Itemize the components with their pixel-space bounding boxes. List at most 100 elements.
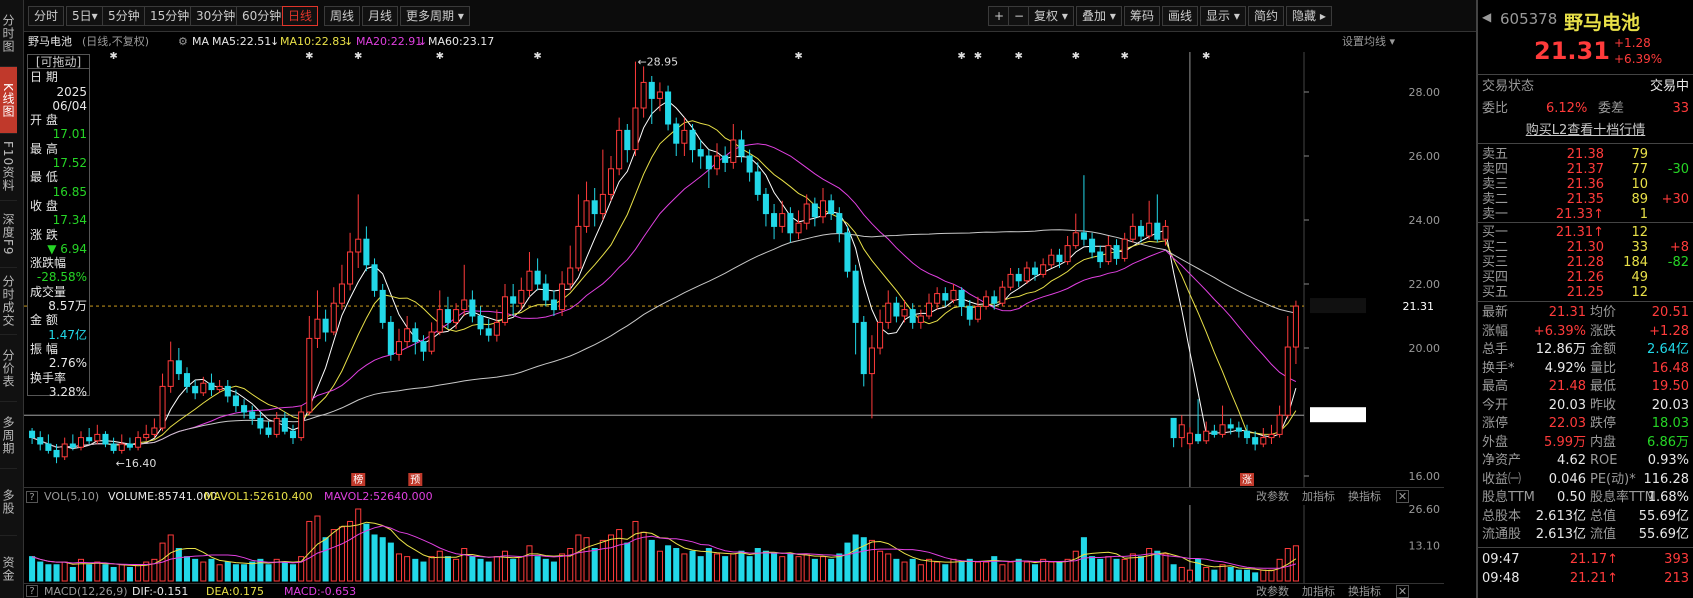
volume-bar[interactable]	[518, 556, 525, 582]
tool-button[interactable]: 显示 ▾	[1200, 6, 1246, 26]
candle[interactable]	[1186, 427, 1193, 449]
period-button[interactable]: 60分钟	[236, 6, 288, 26]
candle[interactable]	[395, 328, 403, 361]
change-params-button[interactable]: 改参数	[1256, 490, 1289, 503]
candle[interactable]	[37, 431, 44, 451]
candle[interactable]	[363, 226, 370, 272]
volume-bar[interactable]	[803, 553, 810, 582]
volume-bar[interactable]	[387, 542, 394, 582]
period-button[interactable]: 15分钟	[144, 6, 196, 26]
candle[interactable]	[819, 188, 827, 224]
volume-bar[interactable]	[1276, 558, 1283, 582]
period-button[interactable]: 月线	[362, 6, 399, 26]
candle[interactable]	[355, 194, 362, 268]
volume-bar[interactable]	[583, 537, 590, 582]
candle[interactable]	[1105, 236, 1112, 265]
volume-bar[interactable]	[94, 561, 101, 582]
candle[interactable]	[599, 149, 606, 220]
candle[interactable]	[143, 424, 150, 441]
candle[interactable]	[730, 124, 737, 169]
candle[interactable]	[607, 156, 615, 201]
volume-bar[interactable]	[77, 558, 85, 582]
volume-bar[interactable]	[934, 561, 941, 582]
volume-bar[interactable]	[1268, 569, 1275, 582]
forecast-tag-box[interactable]	[408, 473, 423, 486]
candle[interactable]	[444, 296, 451, 329]
candle[interactable]	[787, 207, 794, 243]
candle[interactable]	[118, 434, 125, 454]
volume-bar[interactable]	[1178, 566, 1185, 582]
chart-mode-label[interactable]: (日线,不复权)	[82, 35, 150, 48]
candle[interactable]	[901, 300, 908, 323]
volume-bar[interactable]	[118, 564, 125, 582]
tool-button[interactable]: +	[988, 6, 1011, 26]
tool-button[interactable]: 筹码	[1124, 6, 1161, 26]
volume-bar[interactable]	[925, 558, 933, 582]
candle[interactable]	[518, 277, 525, 310]
candle[interactable]	[126, 437, 133, 451]
volume-bar[interactable]	[909, 558, 916, 582]
volume-bar[interactable]	[974, 561, 981, 582]
data-panel[interactable]: [可拖动] 日 期 2025 06/04 开 盘 17.01 最 高 17.52 最 低 16.8…	[27, 54, 90, 399]
nav-item[interactable]: F10资料	[0, 134, 17, 201]
event-marker[interactable]: ✱	[1014, 52, 1022, 62]
switch-indicator-button[interactable]: 换指标	[1348, 490, 1381, 503]
candle[interactable]	[249, 405, 256, 425]
volume-bar[interactable]	[208, 558, 215, 582]
volume-bar[interactable]	[371, 534, 378, 582]
volume-bar[interactable]	[1292, 545, 1299, 582]
nav-item[interactable]: 多股	[0, 469, 17, 536]
candle[interactable]	[1015, 268, 1022, 288]
volume-bar[interactable]	[599, 539, 606, 582]
volume-bar[interactable]	[1252, 572, 1259, 582]
candle[interactable]	[991, 290, 998, 310]
candle[interactable]	[510, 284, 517, 316]
draggable-label[interactable]: [可拖动]	[28, 55, 89, 70]
candle[interactable]	[836, 207, 843, 243]
candle[interactable]	[61, 437, 68, 460]
ma-settings-button[interactable]: 设置均线 ▾	[1342, 35, 1396, 48]
candle[interactable]	[1097, 245, 1104, 268]
volume-bar[interactable]	[526, 545, 533, 582]
candle[interactable]	[273, 412, 280, 438]
volume-bar[interactable]	[754, 548, 761, 582]
volume-bar[interactable]	[885, 553, 892, 582]
volume-bar[interactable]	[567, 548, 574, 582]
volume-bar[interactable]	[1056, 561, 1063, 582]
candle[interactable]	[192, 380, 199, 400]
candle[interactable]	[681, 117, 688, 156]
volume-bar[interactable]	[1040, 558, 1047, 582]
candle[interactable]	[1137, 220, 1145, 243]
candle[interactable]	[501, 284, 509, 326]
candle[interactable]	[852, 264, 859, 355]
candle[interactable]	[135, 431, 142, 451]
volume-bar[interactable]	[1007, 561, 1014, 582]
candle[interactable]	[1268, 424, 1275, 444]
switch-indicator-button[interactable]: 换指标	[1348, 585, 1381, 598]
candle[interactable]	[1178, 415, 1185, 448]
event-marker[interactable]: ✱	[533, 52, 541, 62]
event-marker[interactable]: ✱	[1072, 52, 1080, 62]
period-button[interactable]: 5分钟	[102, 6, 146, 26]
candle[interactable]	[102, 431, 109, 448]
volume-bar[interactable]	[819, 556, 827, 582]
candle[interactable]	[208, 373, 215, 396]
candle[interactable]	[224, 380, 231, 403]
candle[interactable]	[567, 245, 574, 291]
nav-item[interactable]: K线图	[0, 67, 17, 134]
change-params-button[interactable]: 改参数	[1256, 585, 1289, 598]
event-marker[interactable]: ✱	[974, 52, 982, 62]
forecast-tag[interactable]: 预	[410, 474, 420, 486]
volume-bar[interactable]	[379, 537, 386, 582]
candle[interactable]	[379, 284, 386, 329]
candle[interactable]	[257, 412, 264, 435]
volume-bar[interactable]	[705, 548, 712, 582]
volume-bar[interactable]	[322, 537, 329, 582]
volume-bar[interactable]	[175, 548, 182, 582]
candle[interactable]	[999, 280, 1006, 307]
candle[interactable]	[1040, 258, 1047, 278]
candle[interactable]	[754, 162, 761, 201]
candle[interactable]	[477, 306, 484, 336]
volume-bar[interactable]	[787, 553, 794, 582]
candle[interactable]	[844, 226, 851, 278]
